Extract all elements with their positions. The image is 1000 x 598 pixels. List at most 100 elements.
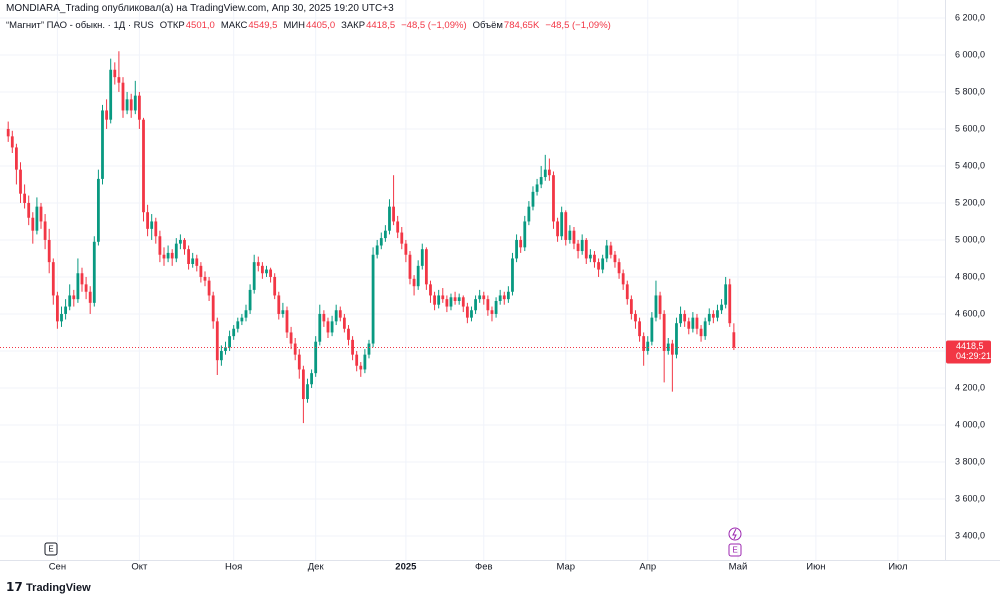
candle-body <box>675 323 678 355</box>
candle-body <box>691 317 695 329</box>
candle-body <box>580 239 584 252</box>
candle-body <box>121 82 125 111</box>
candle-body <box>716 310 719 318</box>
y-tick-label: 6 000,0 <box>955 49 985 59</box>
candle-body <box>498 295 502 301</box>
candle-body <box>289 332 293 344</box>
candle-body <box>420 249 424 266</box>
candle-body <box>707 313 711 322</box>
candle-body <box>728 284 732 324</box>
candle-body <box>687 321 691 329</box>
dividend-icon <box>732 528 737 540</box>
candle-body <box>248 289 252 311</box>
candle-body <box>465 306 469 318</box>
candle-body <box>301 369 305 400</box>
candle-body <box>166 252 170 259</box>
candle-body <box>101 110 104 179</box>
candle-body <box>478 295 482 300</box>
candle-body <box>211 295 215 322</box>
candle-body <box>35 206 39 231</box>
candle-body <box>625 284 629 300</box>
y-tick-label: 4 600,0 <box>955 308 985 318</box>
candle-body <box>228 336 231 348</box>
candle-body <box>699 328 703 337</box>
candle-body <box>355 354 359 366</box>
candle-body <box>519 239 523 248</box>
candle-body <box>51 262 55 296</box>
candle-body <box>191 258 195 264</box>
candle-body <box>162 254 166 259</box>
legend-label: ЗАКР <box>341 20 366 31</box>
candle-body <box>10 136 14 148</box>
y-tick-label: 5 400,0 <box>955 160 985 170</box>
candle-body <box>490 310 494 314</box>
candle-body <box>453 297 457 301</box>
candle-body <box>285 310 289 333</box>
candle-body <box>183 239 186 250</box>
brand: 𝟭𝟳 TradingView <box>6 580 91 594</box>
candle-body <box>310 373 313 385</box>
candle-body <box>724 284 728 305</box>
candle-body <box>658 295 662 314</box>
candle-body <box>433 295 436 305</box>
candle-body <box>195 258 199 266</box>
candle-body <box>39 206 43 222</box>
candle-body <box>326 321 330 333</box>
candle-body <box>613 254 617 263</box>
candle-body <box>662 313 666 351</box>
attribution: MONDIARA_Trading опубликовал(а) на Tradi… <box>6 3 394 14</box>
candle-body <box>150 221 154 229</box>
candle-body <box>424 249 428 285</box>
candle-body <box>6 128 10 137</box>
candle-body <box>109 69 113 120</box>
candle-body <box>523 221 527 248</box>
candle-body <box>133 95 137 111</box>
candle-body <box>244 310 248 318</box>
y-tick-label: 3 600,0 <box>955 493 985 503</box>
y-tick-label: 4 800,0 <box>955 271 985 281</box>
x-tick-label: Фев <box>475 562 493 573</box>
candle-body <box>158 236 162 255</box>
candle-body <box>400 232 404 244</box>
event-icon-text: E <box>732 546 737 555</box>
legend-value: −48,5 (−1,09%) <box>401 20 467 31</box>
candle-body <box>92 241 96 303</box>
candle-body <box>178 239 182 244</box>
candle-body <box>146 212 149 229</box>
candle-body <box>683 313 687 322</box>
last-price-badge <box>946 340 991 364</box>
candle-body <box>547 169 551 176</box>
candle-body <box>568 230 572 240</box>
candle-body <box>219 350 223 361</box>
x-tick-label: Май <box>729 562 748 573</box>
x-tick-label: Апр <box>639 562 656 573</box>
legend-label: ОТКР <box>159 20 185 31</box>
candle-body <box>416 265 420 287</box>
y-tick-label: 5 800,0 <box>955 86 985 96</box>
event-icon <box>44 542 58 556</box>
legend-value: 4549,5 <box>248 20 278 31</box>
candle-body <box>437 295 441 305</box>
candle-body <box>564 212 568 240</box>
candle-body <box>14 147 18 170</box>
candle-body <box>277 295 281 314</box>
candle-body <box>552 175 555 222</box>
candle-body <box>441 295 445 300</box>
candle-body <box>43 221 47 240</box>
candle-body <box>502 295 506 300</box>
legend: “Магнит” ПАО - обыкн. · 1Д · RUS ОТКР4501… <box>6 20 617 31</box>
dividend-icon <box>728 527 742 541</box>
candle-body <box>474 299 477 311</box>
candle-body <box>695 317 699 329</box>
x-tick-label: Июн <box>806 562 825 573</box>
candle-body <box>260 265 264 274</box>
candle-body <box>412 278 416 287</box>
candle-body <box>388 206 391 231</box>
candle-body <box>531 191 535 207</box>
candle-body <box>174 243 178 259</box>
candle-body <box>679 313 682 324</box>
candle-body <box>199 265 203 277</box>
candle-body <box>351 339 354 355</box>
candle-body <box>297 354 301 370</box>
